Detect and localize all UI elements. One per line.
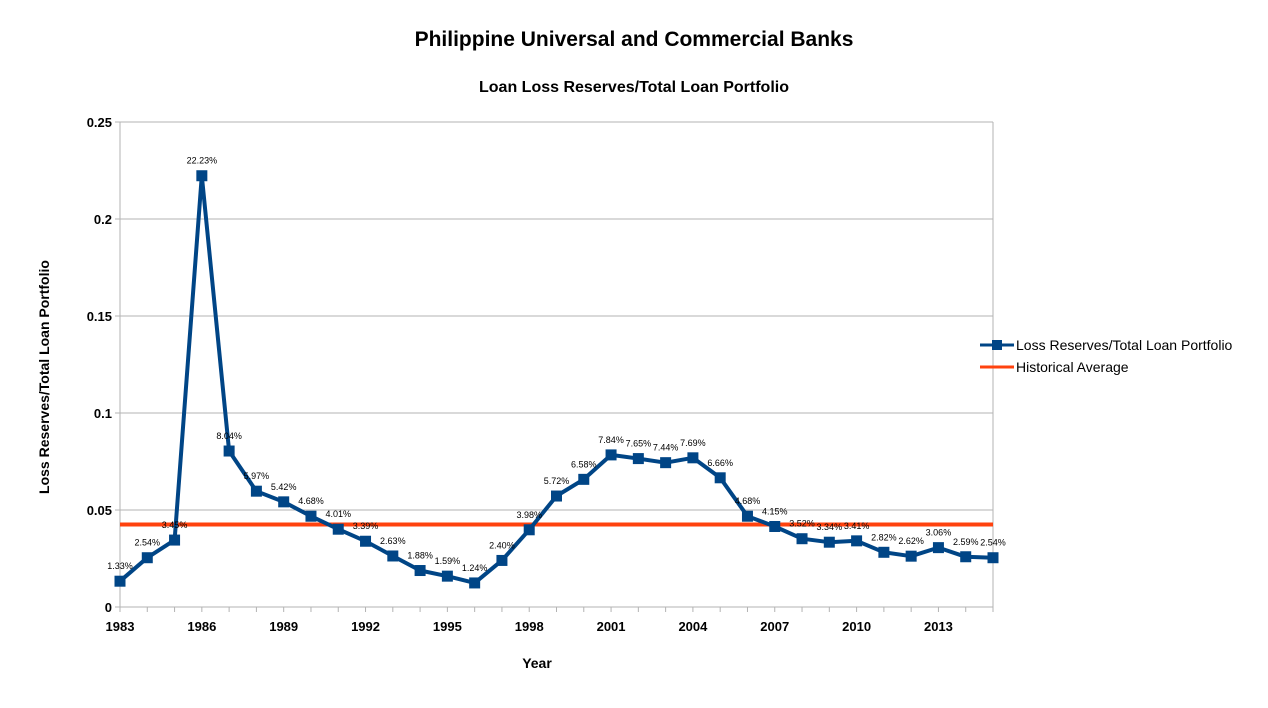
data-label: 7.69% xyxy=(680,438,706,448)
data-label: 6.66% xyxy=(707,458,733,468)
data-point-marker xyxy=(960,551,972,563)
y-axis-title: Loss Reserves/Total Loan Portfolio xyxy=(36,260,52,494)
x-tick-label: 2004 xyxy=(678,619,708,634)
x-tick-label: 1998 xyxy=(515,619,544,634)
data-point-marker xyxy=(741,510,753,522)
data-label: 4.68% xyxy=(735,496,761,506)
data-label: 2.40% xyxy=(489,540,515,550)
data-point-marker xyxy=(660,457,672,469)
data-point-marker xyxy=(387,550,399,562)
data-label: 22.23% xyxy=(187,156,218,166)
data-point-marker xyxy=(551,490,562,502)
data-label: 1.33% xyxy=(107,561,133,571)
series-swatch xyxy=(980,340,1014,350)
data-point-marker xyxy=(114,575,126,587)
data-label: 3.45% xyxy=(162,520,188,530)
x-tick-label: 1995 xyxy=(433,619,462,634)
data-point-marker xyxy=(714,472,726,484)
x-axis-title: Year xyxy=(522,655,552,671)
data-label: 6.58% xyxy=(571,459,597,469)
x-tick-label: 2010 xyxy=(842,619,871,634)
data-label: 2.59% xyxy=(953,537,979,547)
y-tick-label: 0.15 xyxy=(87,309,112,324)
average-swatch xyxy=(980,365,1014,369)
legend-item-average: Historical Average xyxy=(980,356,1232,378)
data-label: 2.54% xyxy=(980,538,1006,548)
data-point-marker xyxy=(823,536,835,548)
data-point-marker xyxy=(687,452,699,464)
data-point-marker xyxy=(851,535,863,547)
data-label: 3.06% xyxy=(926,528,952,538)
x-tick-label: 1989 xyxy=(269,619,298,634)
data-label: 7.65% xyxy=(626,439,652,449)
data-label: 2.54% xyxy=(135,538,161,548)
data-label: 5.72% xyxy=(544,476,570,486)
data-labels: 1.33%2.54%3.45%22.23%8.04%5.97%5.42%4.68… xyxy=(107,156,1006,573)
data-point-marker xyxy=(905,550,917,562)
data-point-marker xyxy=(441,570,453,582)
x-tick-label: 1983 xyxy=(106,619,135,634)
data-label: 2.82% xyxy=(871,532,897,542)
data-point-marker xyxy=(169,534,181,546)
data-point-marker xyxy=(605,449,617,461)
data-point-marker xyxy=(578,473,590,485)
data-point-marker xyxy=(250,485,262,497)
series-layer xyxy=(114,170,999,589)
legend-label-average: Historical Average xyxy=(1016,359,1129,375)
data-label: 5.97% xyxy=(244,471,270,481)
data-point-marker xyxy=(278,496,290,508)
data-label: 3.52% xyxy=(789,519,815,529)
data-label: 1.24% xyxy=(462,563,488,573)
data-point-marker xyxy=(305,510,317,522)
data-label: 7.44% xyxy=(653,443,679,453)
chart-subtitle: Loan Loss Reserves/Total Loan Portfolio xyxy=(479,79,789,96)
data-label: 3.34% xyxy=(817,522,843,532)
data-point-marker xyxy=(987,552,999,564)
data-point-marker xyxy=(878,546,890,558)
x-tick-label: 1986 xyxy=(187,619,216,634)
y-tick-label: 0.05 xyxy=(87,503,112,518)
data-label: 5.42% xyxy=(271,482,297,492)
data-point-marker xyxy=(496,554,508,566)
data-label: 1.59% xyxy=(435,556,461,566)
y-tick-label: 0.25 xyxy=(87,115,112,130)
data-point-marker xyxy=(469,577,481,589)
data-label: 7.84% xyxy=(598,435,624,445)
y-tick-label: 0.2 xyxy=(94,212,112,227)
data-point-marker xyxy=(632,453,644,465)
legend-label-series: Loss Reserves/Total Loan Portfolio xyxy=(1016,337,1233,353)
y-tick-label: 0 xyxy=(105,600,112,615)
x-tick-label: 2001 xyxy=(597,619,626,634)
data-label: 4.01% xyxy=(325,509,351,519)
data-label: 8.04% xyxy=(216,431,242,441)
data-point-marker xyxy=(332,523,344,535)
axis-ticks: 0 0.05 0.1 0.15 0.2 0.25 1983 1986 1989 1992 1995 1… xyxy=(87,115,953,634)
y-tick-label: 0.1 xyxy=(94,406,112,421)
data-label: 4.15% xyxy=(762,506,788,516)
data-label: 3.98% xyxy=(516,510,542,520)
data-label: 1.88% xyxy=(407,551,433,561)
data-label: 2.62% xyxy=(898,536,924,546)
data-point-marker xyxy=(796,533,808,545)
data-label: 4.68% xyxy=(298,496,324,506)
chart-title: Philippine Universal and Commercial Bank… xyxy=(414,28,854,51)
x-tick-label: 1992 xyxy=(351,619,380,634)
data-point-marker xyxy=(196,170,208,182)
data-label: 3.39% xyxy=(353,521,379,531)
x-tick-label: 2013 xyxy=(924,619,953,634)
data-point-marker xyxy=(523,524,535,536)
data-point-marker xyxy=(932,542,944,554)
data-point-marker xyxy=(141,552,153,564)
x-tick-label: 2007 xyxy=(760,619,789,634)
data-point-marker xyxy=(769,520,781,532)
data-point-marker xyxy=(223,445,235,457)
data-label: 2.63% xyxy=(380,536,406,546)
data-point-marker xyxy=(414,565,426,577)
legend: Loss Reserves/Total Loan Portfolio Histo… xyxy=(980,334,1232,378)
legend-item-series: Loss Reserves/Total Loan Portfolio xyxy=(980,334,1232,356)
data-point-marker xyxy=(360,535,372,547)
data-label: 3.41% xyxy=(844,521,870,531)
